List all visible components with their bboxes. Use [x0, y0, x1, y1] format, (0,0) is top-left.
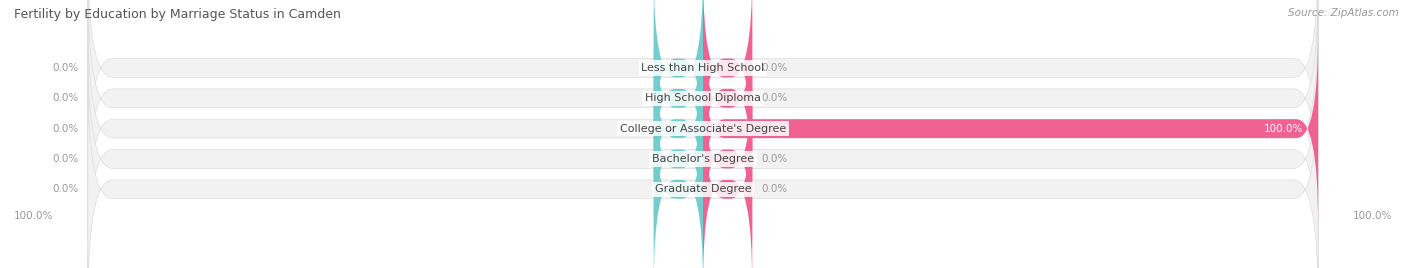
- FancyBboxPatch shape: [703, 2, 752, 195]
- Text: 0.0%: 0.0%: [762, 184, 787, 194]
- FancyBboxPatch shape: [654, 0, 703, 165]
- Text: 0.0%: 0.0%: [52, 124, 79, 134]
- FancyBboxPatch shape: [654, 62, 703, 256]
- Text: High School Diploma: High School Diploma: [645, 93, 761, 103]
- Text: Less than High School: Less than High School: [641, 63, 765, 73]
- Text: 0.0%: 0.0%: [52, 63, 79, 73]
- Text: 0.0%: 0.0%: [52, 154, 79, 164]
- Text: 100.0%: 100.0%: [1353, 211, 1392, 221]
- FancyBboxPatch shape: [87, 47, 1319, 268]
- Text: Bachelor's Degree: Bachelor's Degree: [652, 154, 754, 164]
- Text: 0.0%: 0.0%: [762, 93, 787, 103]
- FancyBboxPatch shape: [654, 32, 703, 225]
- Text: Source: ZipAtlas.com: Source: ZipAtlas.com: [1288, 8, 1399, 18]
- FancyBboxPatch shape: [703, 62, 752, 256]
- Text: 0.0%: 0.0%: [52, 184, 79, 194]
- Text: 100.0%: 100.0%: [1264, 124, 1303, 134]
- FancyBboxPatch shape: [87, 77, 1319, 268]
- Text: College or Associate's Degree: College or Associate's Degree: [620, 124, 786, 134]
- FancyBboxPatch shape: [87, 0, 1319, 210]
- FancyBboxPatch shape: [703, 32, 1319, 225]
- Text: 0.0%: 0.0%: [52, 93, 79, 103]
- FancyBboxPatch shape: [703, 92, 752, 268]
- FancyBboxPatch shape: [654, 92, 703, 268]
- FancyBboxPatch shape: [703, 0, 752, 165]
- Text: Fertility by Education by Marriage Status in Camden: Fertility by Education by Marriage Statu…: [14, 8, 340, 21]
- FancyBboxPatch shape: [654, 2, 703, 195]
- FancyBboxPatch shape: [87, 17, 1319, 241]
- Text: 0.0%: 0.0%: [762, 63, 787, 73]
- Text: Graduate Degree: Graduate Degree: [655, 184, 751, 194]
- FancyBboxPatch shape: [87, 0, 1319, 180]
- Text: 0.0%: 0.0%: [762, 154, 787, 164]
- Text: 100.0%: 100.0%: [14, 211, 53, 221]
